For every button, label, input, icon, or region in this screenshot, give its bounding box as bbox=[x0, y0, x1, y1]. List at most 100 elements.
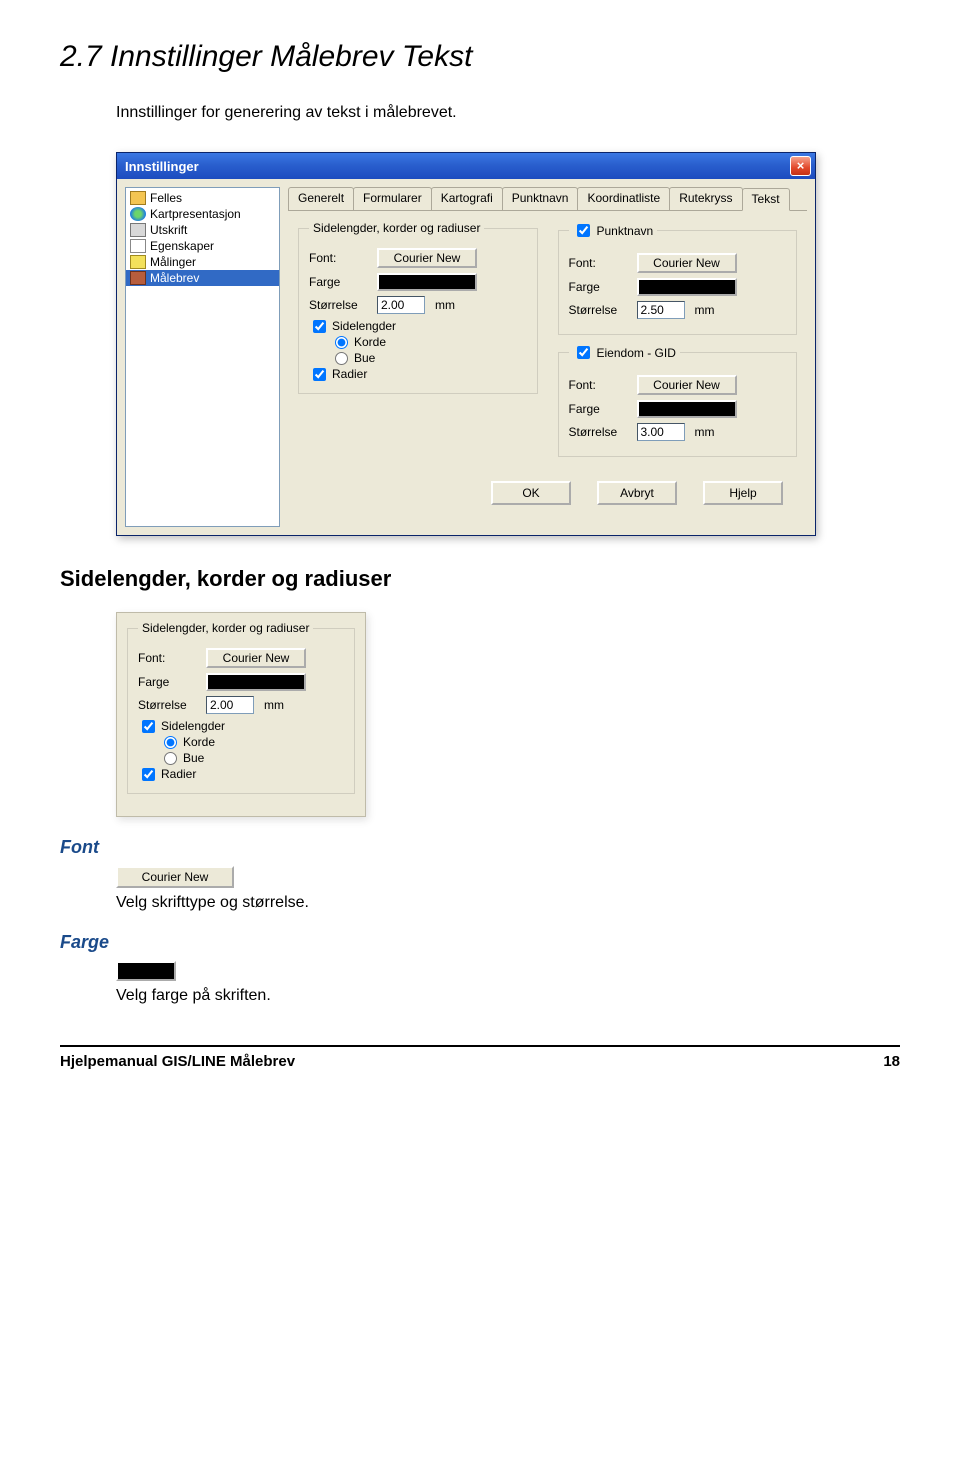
chk-radier-label: Radier bbox=[332, 367, 367, 381]
help-button[interactable]: Hjelp bbox=[703, 481, 783, 505]
globe-icon bbox=[130, 207, 146, 221]
size-unit: mm bbox=[264, 698, 284, 712]
tab-koordinatliste[interactable]: Koordinatliste bbox=[577, 187, 670, 210]
tab-kartografi[interactable]: Kartografi bbox=[431, 187, 503, 210]
tree-item-malinger[interactable]: Målinger bbox=[126, 254, 279, 270]
dialog-body: Felles Kartpresentasjon Utskrift Egenska… bbox=[117, 179, 815, 535]
font-button[interactable]: Courier New bbox=[637, 253, 737, 273]
footer-rule bbox=[60, 1045, 900, 1047]
size-input[interactable] bbox=[637, 301, 685, 319]
color-swatch[interactable] bbox=[377, 273, 477, 291]
tab-rutekryss[interactable]: Rutekryss bbox=[669, 187, 742, 210]
font-chip[interactable]: Courier New bbox=[116, 866, 234, 888]
tree-label: Kartpresentasjon bbox=[150, 207, 241, 221]
group-legend: Eiendom - GID bbox=[569, 343, 680, 362]
tab-tekst[interactable]: Tekst bbox=[742, 188, 790, 211]
group-eiendom: Eiendom - GID Font: Courier New Farge St… bbox=[558, 343, 798, 457]
folder-icon bbox=[130, 191, 146, 205]
font-label: Font: bbox=[138, 651, 196, 665]
chk-punktnavn-toggle[interactable] bbox=[577, 224, 590, 237]
color-chip[interactable] bbox=[116, 961, 176, 981]
titlebar: Innstillinger × bbox=[117, 153, 815, 179]
dialog-buttons: OK Avbryt Hjelp bbox=[288, 473, 807, 517]
color-label: Farge bbox=[569, 280, 627, 294]
font-button[interactable]: Courier New bbox=[377, 248, 477, 268]
tab-generelt[interactable]: Generelt bbox=[288, 187, 354, 210]
close-button[interactable]: × bbox=[790, 156, 811, 176]
group-punktnavn: Punktnavn Font: Courier New Farge Større… bbox=[558, 221, 798, 335]
measure-icon bbox=[130, 255, 146, 269]
font-label: Font: bbox=[309, 251, 367, 265]
size-unit: mm bbox=[695, 425, 715, 439]
font-button[interactable]: Courier New bbox=[637, 375, 737, 395]
chk-radier-label: Radier bbox=[161, 767, 196, 781]
color-swatch[interactable] bbox=[206, 673, 306, 691]
footer-right: 18 bbox=[883, 1053, 900, 1070]
cancel-button[interactable]: Avbryt bbox=[597, 481, 677, 505]
tree-label: Målinger bbox=[150, 255, 196, 269]
group-eiendom-label: Eiendom - GID bbox=[597, 346, 676, 360]
chk-sidelengder[interactable] bbox=[313, 320, 326, 333]
font-label: Font: bbox=[569, 256, 627, 270]
right-column: Punktnavn Font: Courier New Farge Større… bbox=[558, 221, 798, 465]
ok-button[interactable]: OK bbox=[491, 481, 571, 505]
right-pane: Generelt Formularer Kartografi Punktnavn… bbox=[288, 187, 807, 527]
malebrev-icon bbox=[130, 271, 146, 285]
radio-korde[interactable] bbox=[164, 736, 177, 749]
radio-korde[interactable] bbox=[335, 336, 348, 349]
printer-icon bbox=[130, 223, 146, 237]
radio-korde-label: Korde bbox=[183, 735, 215, 749]
settings-tree[interactable]: Felles Kartpresentasjon Utskrift Egenska… bbox=[125, 187, 280, 527]
color-label: Farge bbox=[569, 402, 627, 416]
chk-radier[interactable] bbox=[142, 768, 155, 781]
size-label: Størrelse bbox=[569, 303, 627, 317]
color-swatch[interactable] bbox=[637, 278, 737, 296]
tab-formularer[interactable]: Formularer bbox=[353, 187, 432, 210]
tab-strip: Generelt Formularer Kartografi Punktnavn… bbox=[288, 187, 807, 211]
chk-eiendom-toggle[interactable] bbox=[577, 346, 590, 359]
tab-punktnavn[interactable]: Punktnavn bbox=[502, 187, 579, 210]
size-label: Størrelse bbox=[569, 425, 627, 439]
radio-korde-label: Korde bbox=[354, 335, 386, 349]
color-swatch[interactable] bbox=[637, 400, 737, 418]
radio-bue[interactable] bbox=[335, 352, 348, 365]
font-description: Velg skrifttype og størrelse. bbox=[116, 894, 900, 912]
group-sidelengder-small: Sidelengder, korder og radiuser Font: Co… bbox=[127, 621, 355, 794]
tree-label: Utskrift bbox=[150, 223, 187, 237]
tree-item-malebrev[interactable]: Målebrev bbox=[126, 270, 279, 286]
font-label: Font: bbox=[569, 378, 627, 392]
footer-left: Hjelpemanual GIS/LINE Målebrev bbox=[60, 1053, 295, 1070]
radio-bue-label: Bue bbox=[354, 351, 375, 365]
group-punktnavn-label: Punktnavn bbox=[597, 224, 654, 238]
section-heading-font: Font bbox=[60, 837, 900, 858]
chk-sidelengder[interactable] bbox=[142, 720, 155, 733]
group-legend: Punktnavn bbox=[569, 221, 658, 240]
left-column: Sidelengder, korder og radiuser Font: Co… bbox=[298, 221, 538, 465]
size-input[interactable] bbox=[637, 423, 685, 441]
size-label: Størrelse bbox=[138, 698, 196, 712]
tree-item-utskrift[interactable]: Utskrift bbox=[126, 222, 279, 238]
radio-bue[interactable] bbox=[164, 752, 177, 765]
color-label: Farge bbox=[138, 675, 196, 689]
size-unit: mm bbox=[695, 303, 715, 317]
panel-sidelengder: Sidelengder, korder og radiuser Font: Co… bbox=[116, 612, 366, 817]
size-label: Størrelse bbox=[309, 298, 367, 312]
size-input[interactable] bbox=[377, 296, 425, 314]
intro-text: Innstillinger for generering av tekst i … bbox=[116, 104, 900, 122]
chk-sidelengder-label: Sidelengder bbox=[332, 319, 396, 333]
page-footer: Hjelpemanual GIS/LINE Målebrev 18 bbox=[60, 1053, 900, 1070]
size-input[interactable] bbox=[206, 696, 254, 714]
group-sidelengder: Sidelengder, korder og radiuser Font: Co… bbox=[298, 221, 538, 394]
properties-icon bbox=[130, 239, 146, 253]
color-label: Farge bbox=[309, 275, 367, 289]
font-button[interactable]: Courier New bbox=[206, 648, 306, 668]
settings-dialog: Innstillinger × Felles Kartpresentasjon … bbox=[116, 152, 816, 536]
farge-description: Velg farge på skriften. bbox=[116, 987, 900, 1005]
group-legend: Sidelengder, korder og radiuser bbox=[309, 221, 484, 235]
tree-item-kartpresentasjon[interactable]: Kartpresentasjon bbox=[126, 206, 279, 222]
tree-label: Målebrev bbox=[150, 271, 199, 285]
tree-item-egenskaper[interactable]: Egenskaper bbox=[126, 238, 279, 254]
tree-item-felles[interactable]: Felles bbox=[126, 190, 279, 206]
chk-radier[interactable] bbox=[313, 368, 326, 381]
dialog-title: Innstillinger bbox=[125, 159, 199, 174]
